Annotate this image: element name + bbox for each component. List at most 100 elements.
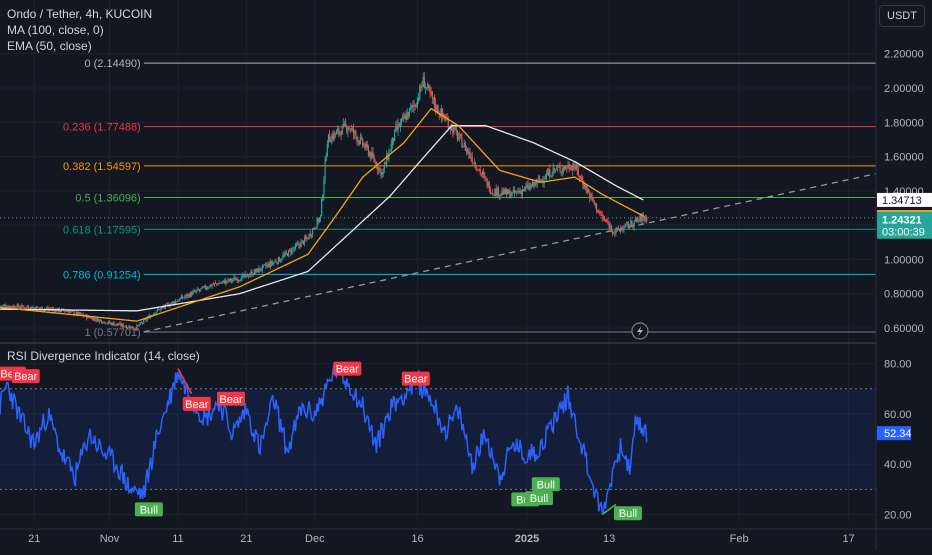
- candle-up: [404, 114, 406, 119]
- candle-down: [275, 261, 277, 263]
- candle-up: [351, 128, 354, 130]
- candle-up: [16, 304, 18, 309]
- candle-down: [176, 301, 178, 303]
- candle-up: [143, 319, 145, 324]
- candle-up: [561, 168, 563, 173]
- candle-up: [137, 325, 139, 327]
- candle-down: [392, 138, 395, 141]
- candle-up: [394, 129, 396, 141]
- ma-legend[interactable]: MA (100, close, 0): [7, 23, 104, 37]
- candle-down: [646, 217, 648, 222]
- rsi-title[interactable]: RSI Divergence Indicator (14, close): [7, 349, 200, 363]
- candle-down: [558, 166, 560, 168]
- candle-down: [270, 261, 273, 264]
- candle-down: [194, 291, 196, 293]
- candle-up: [511, 192, 513, 196]
- candle-down: [298, 243, 300, 246]
- candle-up: [625, 223, 627, 225]
- candle-down: [313, 228, 315, 230]
- candle-up: [32, 307, 34, 309]
- candle-down: [0, 305, 2, 307]
- candle-down: [585, 184, 587, 192]
- bull-signal-box: [613, 506, 642, 521]
- bull-signal-text: Bull: [140, 504, 158, 516]
- candle-up: [227, 278, 229, 282]
- candle-down: [122, 323, 124, 327]
- candle-up: [341, 125, 343, 135]
- candle-down: [91, 317, 93, 321]
- candle-down: [243, 274, 245, 277]
- candle-down: [387, 155, 389, 160]
- candle-down: [10, 306, 13, 308]
- candle-up: [537, 178, 539, 180]
- candle-up: [244, 273, 246, 277]
- candle-down: [145, 318, 147, 321]
- candle-up: [70, 310, 72, 312]
- currency-button[interactable]: USDT: [879, 5, 925, 27]
- candle-down: [226, 280, 228, 282]
- candle-up: [445, 118, 447, 120]
- candle-up: [201, 286, 203, 289]
- candle-up: [249, 275, 251, 277]
- candle-up: [381, 172, 383, 175]
- candle-up: [487, 182, 489, 186]
- candle-down: [126, 326, 128, 329]
- candle-up: [335, 131, 338, 135]
- candle-down: [306, 237, 308, 239]
- candle-down: [348, 127, 350, 129]
- ma-price-box: [877, 192, 932, 207]
- candle-up: [378, 167, 380, 171]
- price-tick-label: 0.60000: [884, 323, 924, 335]
- candle-down: [234, 277, 236, 281]
- candle-up: [294, 244, 297, 249]
- candle-down: [230, 278, 233, 281]
- candle-down: [167, 303, 169, 305]
- candle-up: [274, 261, 276, 263]
- candle-down: [420, 85, 422, 89]
- candle-down: [105, 323, 107, 325]
- candle-up: [619, 229, 622, 232]
- candle-down: [120, 323, 122, 326]
- candle-down: [89, 317, 91, 319]
- candle-down: [79, 312, 81, 315]
- candle-down: [455, 127, 457, 132]
- candle-down: [358, 140, 360, 144]
- candle-down: [186, 294, 188, 297]
- candle-down: [236, 278, 238, 282]
- candle-up: [154, 313, 156, 315]
- symbol-title[interactable]: Ondo / Tether, 4h, KUCOIN: [7, 7, 153, 21]
- candle-down: [173, 301, 176, 304]
- candle-up: [465, 149, 468, 152]
- candle-down: [100, 320, 103, 323]
- ema-legend[interactable]: EMA (50, close): [7, 39, 92, 53]
- candle-up: [140, 322, 143, 324]
- candle-up: [232, 279, 234, 281]
- candle-up: [395, 126, 397, 130]
- candle-up: [98, 319, 100, 322]
- bear-signal-label: Bear: [401, 371, 430, 386]
- candle-down: [414, 104, 416, 107]
- candle-up: [172, 301, 174, 303]
- trendline[interactable]: [143, 173, 877, 333]
- candle-down: [480, 173, 482, 175]
- candle-down: [583, 184, 585, 189]
- candle-up: [548, 169, 550, 176]
- candle-up: [196, 289, 198, 291]
- candle-up: [333, 132, 335, 140]
- candle-down: [606, 220, 608, 222]
- candle-down: [456, 131, 458, 140]
- fib-retracement[interactable]: 0 (2.14490) 0.236 (1.77488) 0.382 (1.54597…: [0, 58, 876, 339]
- candle-up: [175, 300, 177, 304]
- candle-down: [488, 182, 490, 192]
- candle-down: [441, 108, 444, 116]
- candle-down: [224, 280, 226, 284]
- candle-up: [357, 140, 359, 142]
- rsi-panel: BearBearBullBearBearBearBearBullBullBull…: [0, 361, 876, 521]
- time-tick-label: 2025: [515, 533, 539, 545]
- candle-down: [216, 283, 218, 285]
- candle-down: [627, 223, 630, 228]
